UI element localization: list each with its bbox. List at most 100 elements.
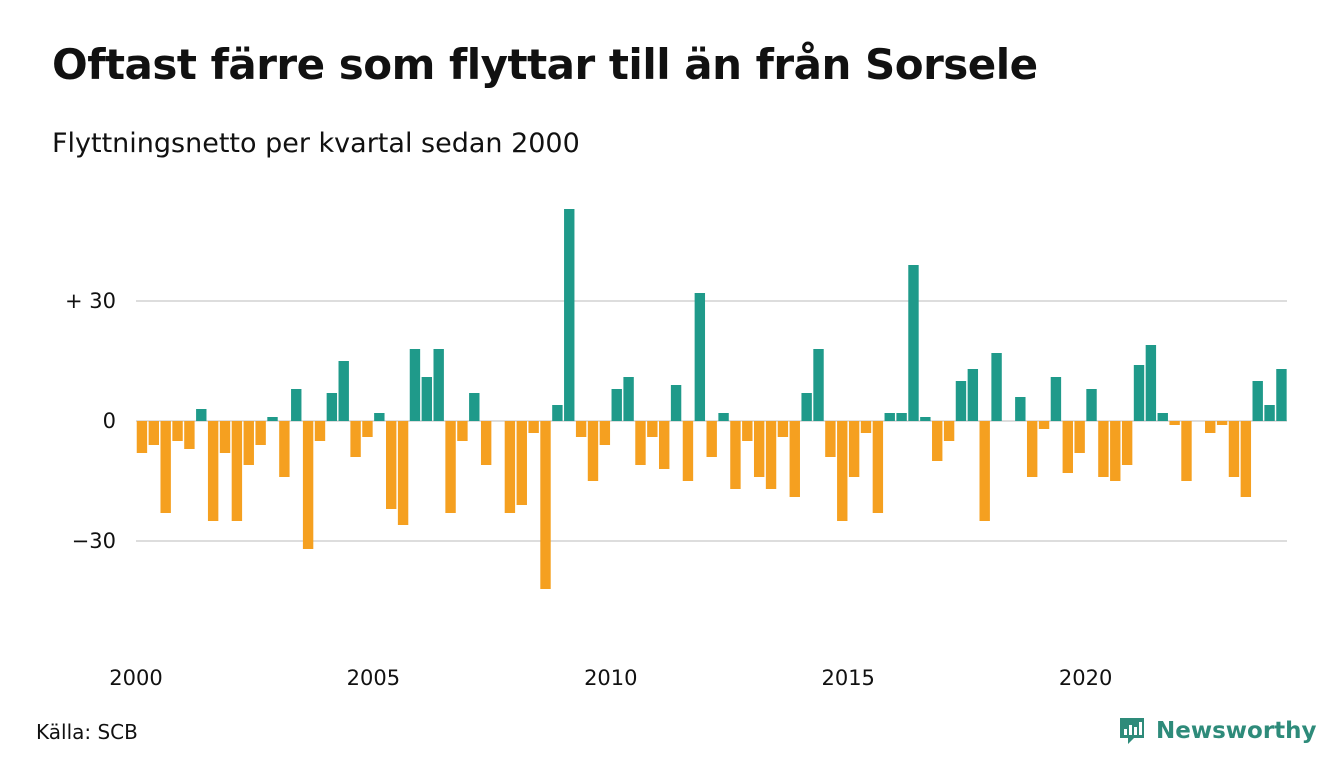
bar: [647, 421, 658, 437]
bar: [1026, 421, 1038, 477]
bar: [979, 421, 990, 521]
bar: [1252, 381, 1263, 421]
bar: [1086, 389, 1097, 421]
bar: [338, 361, 349, 421]
bar: [243, 421, 254, 465]
bar: [659, 421, 670, 469]
bar: [302, 421, 314, 549]
bar: [765, 421, 777, 489]
x-axis-ticks: 2000 2005 2010 2015 2020: [109, 666, 1112, 690]
bar: [504, 421, 516, 513]
bar: [196, 409, 207, 421]
bar: [991, 353, 1002, 421]
bar: [1240, 421, 1252, 497]
bar: [136, 421, 148, 453]
bar: [1098, 421, 1109, 477]
bar: [528, 421, 539, 433]
bar: [920, 417, 931, 421]
bar: [480, 421, 492, 465]
bar: [575, 421, 587, 437]
bar: [386, 421, 397, 509]
x-tick-label: 2005: [347, 666, 400, 690]
bar: [374, 413, 385, 421]
bar: [219, 421, 231, 453]
bar: [326, 393, 338, 421]
bar: [1133, 365, 1145, 421]
bar: [540, 421, 551, 589]
bar: [777, 421, 789, 437]
bar: [837, 421, 848, 521]
bar: [421, 377, 433, 421]
bar: [742, 421, 753, 441]
bar: [362, 421, 373, 437]
bar: [884, 413, 895, 421]
brand-logo: Newsworthy: [1118, 714, 1317, 748]
bar: [908, 265, 919, 421]
bar: [670, 385, 682, 421]
bar: [694, 293, 706, 421]
bar: [1015, 397, 1026, 421]
bar: [1157, 413, 1168, 421]
y-tick-label: −30: [72, 529, 116, 553]
bar: [730, 421, 741, 489]
bar: [148, 421, 160, 445]
bars: [136, 209, 1287, 589]
bar: [255, 421, 266, 445]
bar: [587, 421, 599, 481]
y-tick-label: + 30: [65, 289, 116, 313]
bar: [825, 421, 836, 457]
bar: [801, 393, 812, 421]
x-tick-label: 2020: [1059, 666, 1112, 690]
bar: [279, 421, 290, 477]
bar-chart: + 30 0 −30 2000 2005 2010 2015 2020: [65, 209, 1287, 690]
bar: [848, 421, 860, 477]
y-axis-ticks: + 30 0 −30: [65, 289, 116, 553]
chart-subtitle: Flyttningsnetto per kvartal sedan 2000: [52, 128, 580, 159]
bar: [267, 417, 278, 421]
bar: [1228, 421, 1240, 477]
x-tick-label: 2000: [109, 666, 162, 690]
bar: [469, 393, 480, 421]
bar: [1169, 421, 1180, 425]
bar: [718, 413, 729, 421]
bar: [789, 421, 800, 497]
bar: [967, 369, 979, 421]
x-tick-label: 2015: [821, 666, 874, 690]
bar: [813, 349, 824, 421]
bar: [207, 421, 219, 521]
bar: [682, 421, 694, 481]
bar: [1181, 421, 1192, 481]
bar: [753, 421, 765, 477]
newsworthy-logo-icon: [1120, 718, 1144, 744]
bar: [445, 421, 456, 513]
bar: [291, 389, 302, 421]
bar: [955, 381, 967, 421]
bar: [1038, 421, 1050, 429]
bar: [172, 421, 183, 441]
bar: [1121, 421, 1133, 465]
chart-title: Oftast färre som flyttar till än från So…: [52, 40, 1038, 89]
bar: [184, 421, 195, 449]
bar: [1276, 369, 1287, 421]
bar: [457, 421, 468, 441]
bar: [860, 421, 872, 433]
bar: [1264, 405, 1275, 421]
bar: [397, 421, 409, 525]
bar: [1074, 421, 1085, 453]
bar: [943, 421, 955, 441]
y-tick-label: 0: [103, 409, 116, 433]
bar: [231, 421, 243, 521]
bar: [1062, 421, 1073, 473]
bar: [872, 421, 884, 513]
bar: [1145, 345, 1157, 421]
bar: [314, 421, 326, 441]
bar: [564, 209, 575, 421]
bar: [1110, 421, 1121, 481]
bar: [932, 421, 943, 461]
bar: [350, 421, 361, 457]
bar: [160, 421, 171, 513]
bar: [552, 405, 563, 421]
bar: [433, 349, 444, 421]
bar: [1205, 421, 1216, 433]
bar: [409, 349, 421, 421]
